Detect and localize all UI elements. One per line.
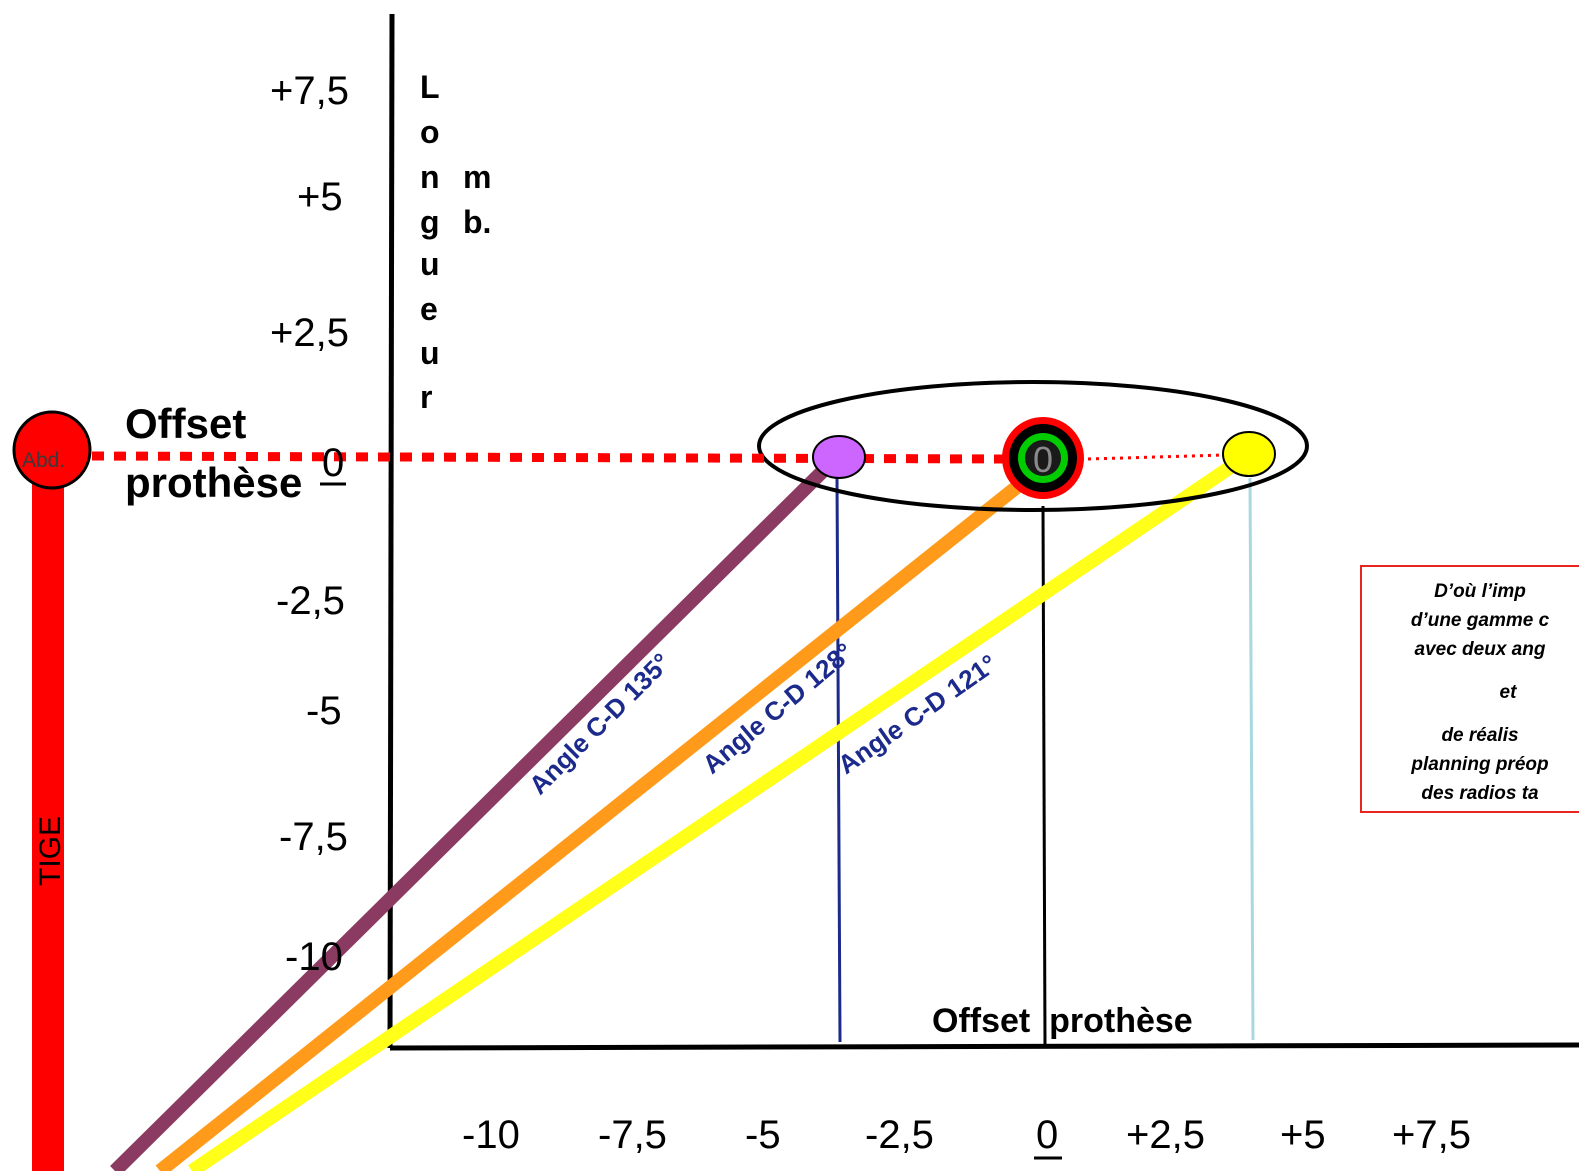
- angle-line-128: [155, 472, 1033, 1171]
- note-line: d’une gamme c: [1410, 610, 1550, 631]
- x-tick: +7,5: [1392, 1113, 1471, 1157]
- tige-label: TIGE: [34, 816, 67, 886]
- y-axis-title-letter: u: [420, 335, 440, 371]
- y-axis-subtitle: b.: [463, 204, 491, 240]
- offset-ellipse: [757, 380, 1309, 512]
- x-tick: -10: [462, 1113, 520, 1157]
- offset-label: prothèse: [125, 459, 302, 506]
- note-line: de réalis: [1441, 725, 1519, 746]
- x-tick: -7,5: [598, 1113, 667, 1157]
- y-tick: -5: [306, 689, 342, 733]
- x-axis-title: Offset prothèse: [932, 1002, 1193, 1040]
- y-tick: +2,5: [270, 311, 349, 355]
- x-tick: +5: [1280, 1113, 1326, 1157]
- center-ring-inner: [1025, 440, 1061, 476]
- note-line: D’où l’imp: [1434, 581, 1526, 602]
- y-zero-label: 0: [322, 441, 344, 485]
- note-line: des radios ta: [1421, 783, 1539, 804]
- y-axis-title-letter: n: [420, 159, 440, 195]
- angle-line-135: [110, 461, 833, 1171]
- x-tick: -5: [745, 1113, 781, 1157]
- y-axis-title-letter: r: [420, 379, 432, 415]
- y-tick: -7,5: [279, 815, 348, 859]
- point-135: [812, 435, 866, 479]
- drop-line-135: [835, 477, 842, 1043]
- y-tick: +7,5: [270, 69, 349, 113]
- red-dotted-line: [1087, 453, 1226, 461]
- y-axis-title-letter: u: [420, 246, 440, 282]
- y-axis-subtitle: m: [463, 159, 491, 195]
- note-line: et: [1499, 682, 1517, 703]
- offset-label: Offset: [125, 400, 246, 447]
- x-tick: -2,5: [865, 1113, 934, 1157]
- abd-label: Abd.: [22, 449, 65, 472]
- x-tick: 0: [1036, 1113, 1058, 1157]
- note-line: avec deux ang: [1414, 639, 1546, 660]
- center-marker-label: 0: [1033, 439, 1053, 480]
- note-line: planning préop: [1411, 754, 1549, 775]
- note-box: D’où l’imp d’une gamme c avec deux ang e…: [1360, 565, 1579, 813]
- y-axis: [387, 13, 395, 1049]
- y-tick: +5: [297, 175, 343, 219]
- y-axis-title-letter: e: [420, 291, 438, 327]
- abd-circle: [12, 410, 92, 490]
- point-121: [1222, 431, 1276, 477]
- drop-line-121: [1248, 477, 1255, 1041]
- y-axis-title: L o n g u e u r: [420, 69, 440, 415]
- angle-line-121: [188, 456, 1242, 1171]
- y-tick: -2,5: [276, 579, 345, 623]
- y-tick: -10: [285, 935, 343, 979]
- x-axis: [389, 1042, 1579, 1051]
- y-axis-title-letter: o: [420, 114, 440, 150]
- y-axis-title-letter: L: [420, 69, 440, 105]
- x-tick: +2,5: [1126, 1113, 1205, 1157]
- y-axis-title-letter: g: [420, 204, 440, 240]
- tige-bar: [32, 460, 64, 1171]
